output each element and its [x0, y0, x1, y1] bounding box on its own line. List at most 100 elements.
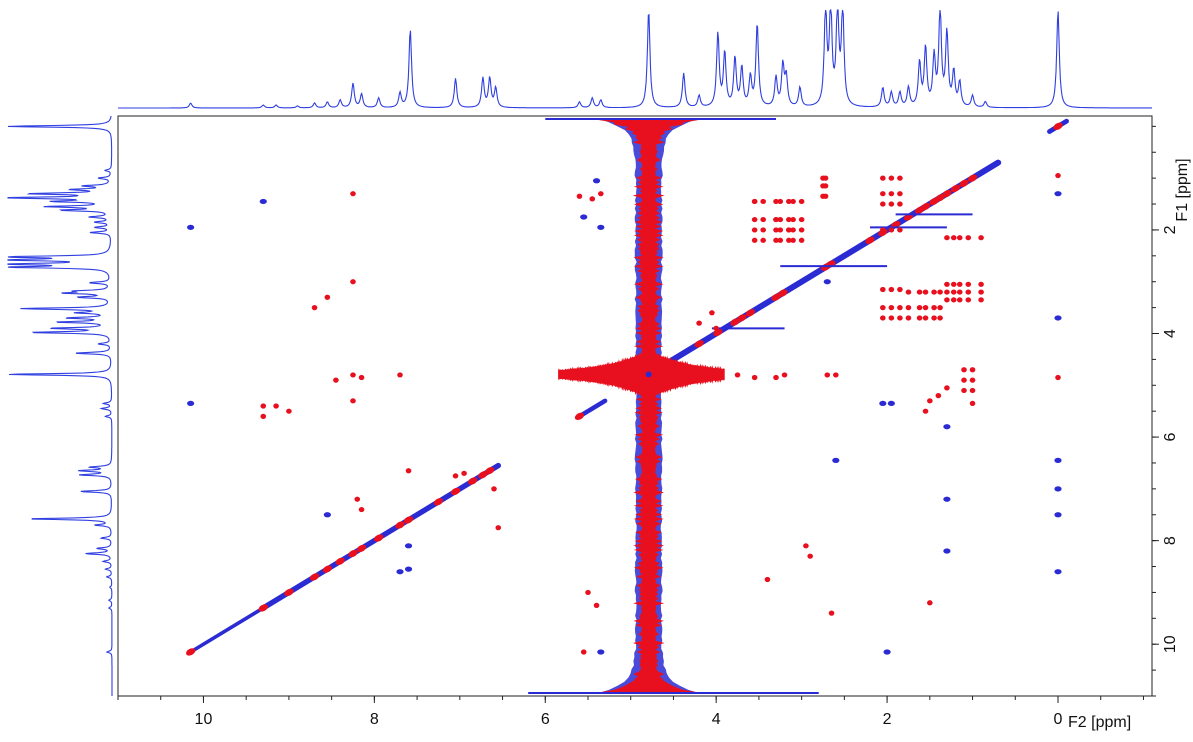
- cross-peak: [888, 305, 895, 311]
- cross-peak: [944, 385, 950, 391]
- top-projection-trace: [118, 8, 1152, 109]
- diagonal-peak: [433, 498, 444, 506]
- cross-peak: [978, 235, 984, 241]
- diagonal-segment: [188, 606, 266, 654]
- cross-peak: [880, 286, 886, 293]
- cross-peak: [935, 393, 942, 399]
- cross-peak: [751, 216, 758, 223]
- cross-peak: [786, 237, 792, 243]
- diagonal-peak: [485, 467, 495, 475]
- cross-peak: [576, 193, 583, 199]
- cross-peak: [883, 649, 891, 655]
- cross-peak: [790, 237, 796, 243]
- cross-peak: [961, 377, 967, 383]
- diagonal-peak: [745, 309, 756, 317]
- cross-peak: [956, 281, 963, 287]
- cross-peak: [781, 372, 788, 378]
- cross-peak: [961, 387, 967, 394]
- cross-peak: [880, 227, 886, 233]
- cross-peak: [897, 201, 903, 207]
- cross-peak: [944, 289, 950, 295]
- cross-peak: [1054, 191, 1062, 197]
- cross-peak: [790, 216, 796, 223]
- diagonal-peak: [335, 557, 345, 566]
- cross-peak: [824, 372, 831, 378]
- cross-peak: [597, 224, 605, 230]
- cross-peak: [922, 408, 929, 414]
- y-tick-label: 10: [1162, 635, 1179, 653]
- cross-peak: [798, 198, 805, 205]
- cross-peak: [580, 214, 588, 220]
- cross-peak: [978, 281, 984, 287]
- cross-peak: [461, 470, 467, 476]
- cross-peak: [969, 367, 976, 373]
- cross-peak: [396, 569, 404, 575]
- cross-peak: [803, 543, 809, 549]
- cross-peak: [888, 191, 895, 197]
- y-tick-label: 4: [1162, 329, 1179, 338]
- cross-peak: [807, 553, 813, 559]
- cross-peak: [965, 281, 972, 287]
- x-tick-label: 8: [370, 711, 379, 728]
- cross-peak: [585, 589, 591, 596]
- cross-peak: [696, 320, 702, 326]
- diagonal-peak: [967, 174, 978, 182]
- cross-peak: [1054, 457, 1062, 463]
- diagonal-peak: [771, 293, 781, 301]
- cross-peak: [273, 403, 279, 409]
- cross-peak: [323, 512, 331, 518]
- cross-peak: [897, 315, 903, 321]
- cross-peak: [937, 305, 943, 311]
- cross-peak: [931, 289, 937, 295]
- cross-peak: [798, 227, 805, 233]
- cross-peak: [405, 468, 412, 474]
- cross-peak: [798, 216, 805, 223]
- cross-peak: [950, 235, 957, 241]
- cross-peak: [922, 305, 929, 311]
- cross-peak: [944, 235, 950, 241]
- cross-peak: [969, 377, 976, 383]
- cross-peak: [358, 506, 365, 513]
- cross-peak: [491, 486, 497, 492]
- cross-peak: [822, 193, 829, 199]
- cross-peak: [965, 297, 972, 303]
- x-axis-label: F2 [ppm]: [1068, 714, 1131, 731]
- cross-peak: [978, 297, 984, 303]
- left-projection: [7, 115, 113, 696]
- cross-peak: [593, 602, 600, 608]
- diagonal-peak: [865, 236, 875, 244]
- cross-peak: [354, 496, 361, 502]
- diagonal-peak: [356, 544, 367, 553]
- plot-frame: [117, 115, 1153, 697]
- cross-peak: [786, 198, 792, 205]
- cross-peak: [760, 216, 766, 223]
- cross-peak: [969, 400, 976, 407]
- cross-peak: [922, 289, 929, 295]
- cross-peak: [350, 191, 356, 197]
- cross-peak: [1054, 512, 1062, 518]
- diagonal-peak: [403, 516, 414, 524]
- cross-peak: [944, 281, 950, 287]
- cross-peak: [888, 201, 895, 207]
- y-tick-label: 2: [1162, 225, 1179, 234]
- diagonal-peak: [959, 179, 969, 188]
- cross-peak: [786, 227, 792, 233]
- diagonal-peak: [322, 565, 333, 573]
- y-tick-label: 6: [1162, 433, 1179, 442]
- diagonal-segment: [577, 398, 608, 419]
- cross-peak: [777, 198, 784, 205]
- cross-peak: [888, 315, 895, 321]
- cross-peak: [760, 237, 766, 243]
- diagonal-peak: [737, 314, 747, 322]
- cross-peak: [589, 196, 596, 202]
- cross-peak: [777, 227, 784, 233]
- cross-peak: [324, 294, 331, 300]
- cross-peak: [888, 175, 895, 181]
- cross-peak: [943, 424, 951, 430]
- x-tick-label: 6: [541, 711, 550, 728]
- cross-peak: [965, 235, 972, 241]
- diagonal-peak: [284, 588, 294, 597]
- cross-peak: [751, 198, 758, 205]
- cross-peak: [887, 400, 895, 407]
